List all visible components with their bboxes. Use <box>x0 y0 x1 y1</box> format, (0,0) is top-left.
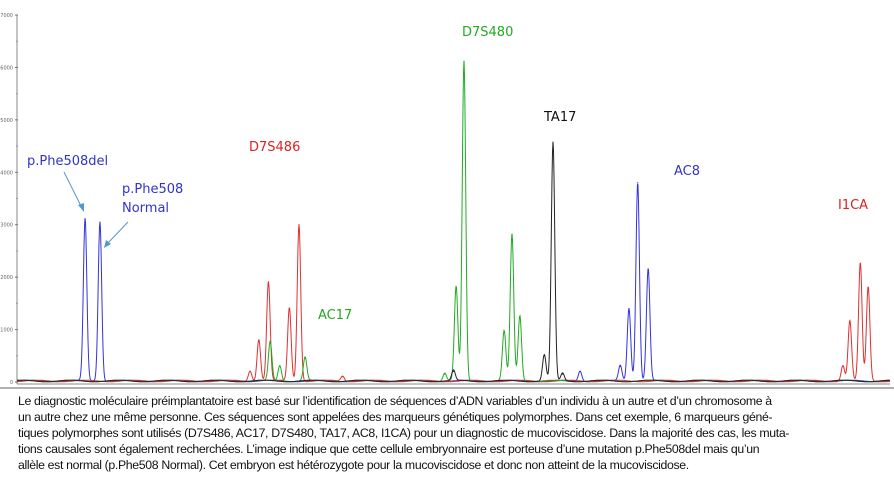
label-d7s480: D7S480 <box>462 25 514 40</box>
label-phe508: p.Phe508 <box>122 182 184 197</box>
peak-blue <box>619 365 621 367</box>
arrowhead-phe508-normal <box>104 240 111 248</box>
arrowhead-phe508del <box>78 203 84 212</box>
peak-green <box>279 365 281 367</box>
peak-black <box>543 355 545 357</box>
y-axis: 0 1000 2000 3000 4000 5000 6000 7000 <box>0 13 890 386</box>
peak-red <box>849 321 851 323</box>
peak-red <box>258 339 260 341</box>
y-tick-label: 5000 <box>0 118 13 124</box>
peak-red <box>288 308 290 310</box>
series-red-trace <box>17 224 891 383</box>
series-blue-trace <box>17 183 891 383</box>
peak-green <box>304 357 306 360</box>
label-phe508del: p.Phe508del <box>27 154 109 169</box>
peak-blue <box>84 218 86 221</box>
caption-line: Le diagnostic moléculaire préimplantatoi… <box>18 394 772 408</box>
series-green-trace <box>17 60 890 383</box>
caption-line: un autre chez une même personne. Ces séq… <box>18 410 773 424</box>
label-ac8: AC8 <box>674 164 701 179</box>
y-tick-label: 2000 <box>0 275 13 281</box>
separator <box>0 387 894 389</box>
peak-red <box>267 281 270 283</box>
peak-green <box>503 331 505 333</box>
peak-green <box>444 373 446 375</box>
peak-green <box>455 287 457 289</box>
peak-red <box>867 287 869 289</box>
series-black-trace <box>17 141 890 383</box>
caption-line: tiques polymorphes sont utilisés (D7S486… <box>18 426 790 440</box>
peak-blue <box>628 308 630 310</box>
annotation-arrows <box>63 171 129 248</box>
y-tick-label: 7000 <box>0 13 13 19</box>
arrow-phe508del <box>63 171 83 209</box>
peak-black <box>552 142 554 145</box>
peak-red <box>342 376 344 378</box>
label-ta17: TA17 <box>544 110 577 125</box>
label-normal: Normal <box>122 201 170 216</box>
peak-blue <box>579 370 581 373</box>
peak-red <box>298 224 300 226</box>
label-ac17: AC17 <box>318 308 353 323</box>
peak-black <box>562 373 564 375</box>
peak-green <box>463 61 465 63</box>
label-i1ca: I1CA <box>838 198 869 213</box>
caption-line: tions causales sont également recherchée… <box>18 442 760 456</box>
peak-red <box>249 370 251 373</box>
peak-black <box>452 370 455 373</box>
peak-red <box>859 263 861 265</box>
peak-green <box>269 342 271 344</box>
y-tick-label: 0 <box>10 380 13 386</box>
y-tick-label: 1000 <box>0 328 13 334</box>
peak-green <box>511 234 513 236</box>
peak-blue <box>647 268 649 270</box>
label-d7s486: D7S486 <box>249 140 301 155</box>
peak-blue <box>637 182 639 184</box>
y-tick-label: 3000 <box>0 223 13 229</box>
arrow-phe508-normal <box>106 221 129 245</box>
electropherogram-chart: 0 1000 2000 3000 4000 5000 6000 7000 <box>0 13 891 386</box>
caption-line: allèle est normal (p.Phe508 Normal). Cet… <box>18 458 689 472</box>
y-tick-label: 6000 <box>0 65 13 71</box>
peak-green <box>519 315 521 318</box>
peak-blue <box>99 221 101 223</box>
caption: Le diagnostic moléculaire préimplantatoi… <box>18 393 890 473</box>
peak-red <box>842 365 844 367</box>
series-group <box>17 60 891 383</box>
y-tick-label: 4000 <box>0 170 13 176</box>
